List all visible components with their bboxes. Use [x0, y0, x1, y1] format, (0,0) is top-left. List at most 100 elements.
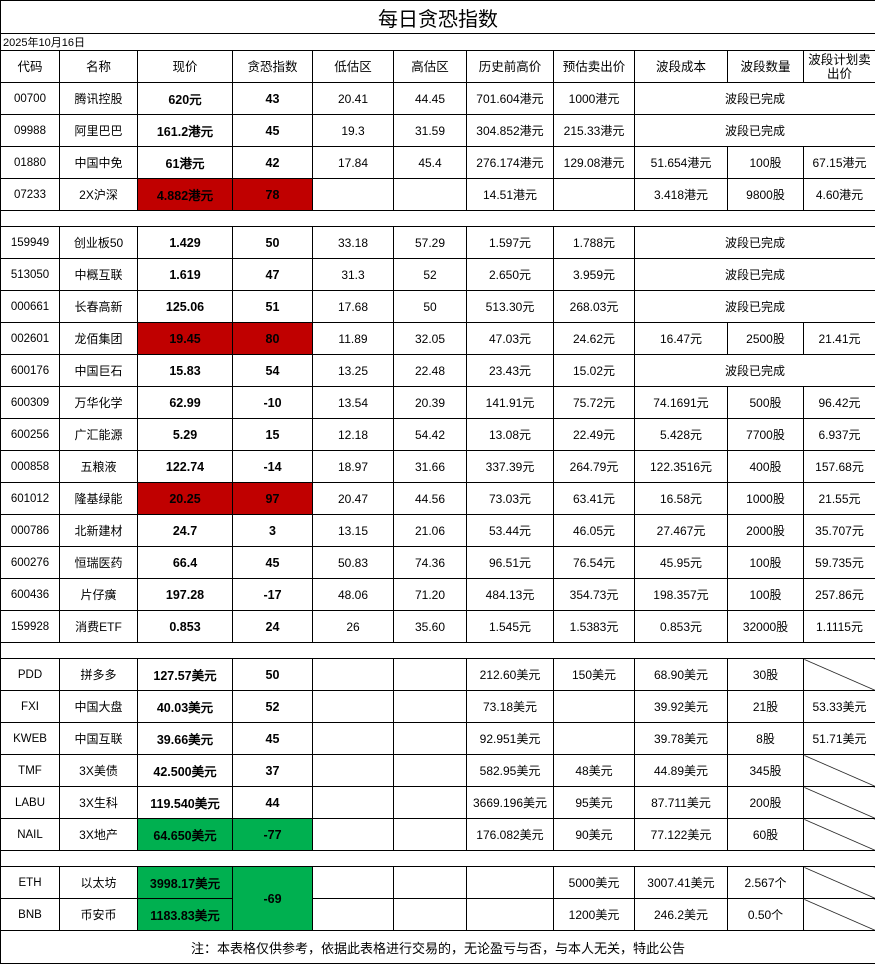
header-swing-cost: 波段成本: [635, 51, 728, 83]
swing-cost: 0.853元: [635, 611, 728, 643]
overvalued-zone: 21.06: [394, 515, 467, 547]
section-spacer: [1, 851, 875, 867]
swing-plan-sell-price: 53.33美元: [804, 691, 875, 723]
estimated-sell-price: [554, 723, 635, 755]
historical-high: 73.03元: [467, 483, 554, 515]
undervalued-zone: [313, 867, 394, 899]
stock-name: 恒瑞医药: [60, 547, 138, 579]
estimated-sell-price: 5000美元: [554, 867, 635, 899]
overvalued-zone: [394, 179, 467, 211]
stock-code: 159928: [1, 611, 60, 643]
stock-name: 拼多多: [60, 659, 138, 691]
undervalued-zone: 13.15: [313, 515, 394, 547]
historical-high: 141.91元: [467, 387, 554, 419]
current-price: 15.83: [138, 355, 233, 387]
fear-index: 52: [233, 691, 313, 723]
swing-cost: 87.711美元: [635, 787, 728, 819]
historical-high: 23.43元: [467, 355, 554, 387]
fear-index: 45: [233, 547, 313, 579]
undervalued-zone: 17.68: [313, 291, 394, 323]
historical-high: 92.951美元: [467, 723, 554, 755]
stock-name: 中国巨石: [60, 355, 138, 387]
historical-high: 14.51港元: [467, 179, 554, 211]
historical-high: [467, 867, 554, 899]
swing-quantity: 32000股: [728, 611, 804, 643]
swing-plan-sell-price: 6.937元: [804, 419, 875, 451]
stock-code: 09988: [1, 115, 60, 147]
swing-quantity: 500股: [728, 387, 804, 419]
swing-cost: 16.47元: [635, 323, 728, 355]
fear-index: 3: [233, 515, 313, 547]
historical-high: 2.650元: [467, 259, 554, 291]
historical-high: 484.13元: [467, 579, 554, 611]
stock-code: 002601: [1, 323, 60, 355]
stock-code: 513050: [1, 259, 60, 291]
current-price: 119.540美元: [138, 787, 233, 819]
fear-index: 37: [233, 755, 313, 787]
historical-high: 73.18美元: [467, 691, 554, 723]
undervalued-zone: 20.41: [313, 83, 394, 115]
undervalued-zone: [313, 899, 394, 931]
estimated-sell-price: 129.08港元: [554, 147, 635, 179]
estimated-sell-price: 150美元: [554, 659, 635, 691]
current-price: 1.429: [138, 227, 233, 259]
swing-quantity: 100股: [728, 579, 804, 611]
overvalued-zone: 50: [394, 291, 467, 323]
stock-name: 广汇能源: [60, 419, 138, 451]
swing-plan-sell-price: [804, 755, 875, 787]
fear-index: 42: [233, 147, 313, 179]
historical-high: 701.604港元: [467, 83, 554, 115]
stock-code: KWEB: [1, 723, 60, 755]
swing-quantity: 8股: [728, 723, 804, 755]
historical-high: 1.597元: [467, 227, 554, 259]
estimated-sell-price: 1200美元: [554, 899, 635, 931]
fear-index: 50: [233, 227, 313, 259]
header-name: 名称: [60, 51, 138, 83]
stock-code: 01880: [1, 147, 60, 179]
overvalued-zone: 22.48: [394, 355, 467, 387]
swing-status: 波段已完成: [635, 227, 875, 259]
stock-name: 阿里巴巴: [60, 115, 138, 147]
stock-code: 600276: [1, 547, 60, 579]
header-fear-index: 贪恐指数: [233, 51, 313, 83]
overvalued-zone: [394, 899, 467, 931]
estimated-sell-price: 3.959元: [554, 259, 635, 291]
overvalued-zone: [394, 755, 467, 787]
stock-code: NAIL: [1, 819, 60, 851]
current-price: 64.650美元: [138, 819, 233, 851]
swing-plan-sell-price: 35.707元: [804, 515, 875, 547]
current-price: 3998.17美元: [138, 867, 233, 899]
current-price: 62.99: [138, 387, 233, 419]
swing-quantity: 1000股: [728, 483, 804, 515]
header-estimated-sell-price: 预估卖出价: [554, 51, 635, 83]
overvalued-zone: 44.56: [394, 483, 467, 515]
stock-name: 中国中免: [60, 147, 138, 179]
stock-name: 腾讯控股: [60, 83, 138, 115]
undervalued-zone: 26: [313, 611, 394, 643]
swing-plan-sell-price: 21.55元: [804, 483, 875, 515]
swing-cost: 44.89美元: [635, 755, 728, 787]
swing-quantity: 21股: [728, 691, 804, 723]
historical-high: 3669.196美元: [467, 787, 554, 819]
estimated-sell-price: [554, 179, 635, 211]
overvalued-zone: 31.59: [394, 115, 467, 147]
current-price: 40.03美元: [138, 691, 233, 723]
swing-quantity: 345股: [728, 755, 804, 787]
current-price: 127.57美元: [138, 659, 233, 691]
fear-index: 15: [233, 419, 313, 451]
swing-quantity: 9800股: [728, 179, 804, 211]
current-price: 61港元: [138, 147, 233, 179]
swing-cost: 5.428元: [635, 419, 728, 451]
stock-name: 中国大盘: [60, 691, 138, 723]
undervalued-zone: 20.47: [313, 483, 394, 515]
